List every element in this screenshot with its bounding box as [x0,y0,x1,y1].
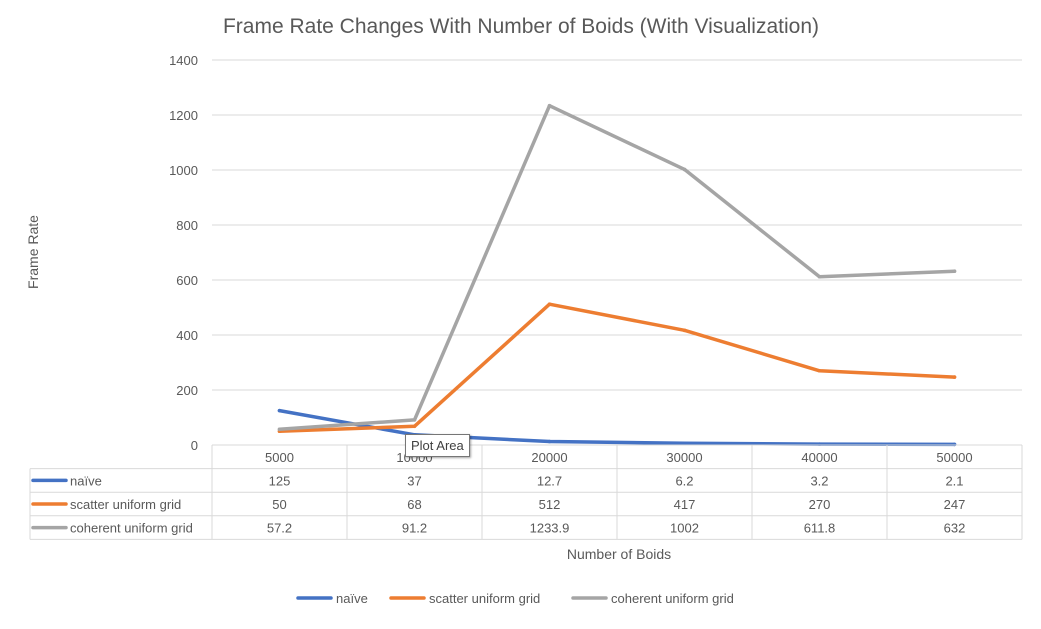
series-line-2 [277,103,957,432]
y-tick-label: 200 [176,383,198,398]
data-point [952,442,957,447]
y-tick-label: 1000 [169,163,198,178]
table-cell-value: 1002 [670,521,699,536]
table-series-name: scatter uniform grid [70,497,181,512]
table-cell-value: 125 [269,473,291,488]
table-cell-value: 417 [674,497,696,512]
x-tick-label: 50000 [936,450,972,465]
table-cell-value: 2.1 [945,473,963,488]
table-series-name: coherent uniform grid [70,521,193,536]
table-cell-value: 611.8 [804,521,836,536]
x-tick-label: 40000 [801,450,837,465]
data-point [682,167,687,172]
data-point [277,427,282,432]
data-point [547,103,552,108]
y-tick-label: 400 [176,328,198,343]
table-cell-value: 1233.9 [530,521,570,536]
table-series-name: naïve [70,473,102,488]
table-cell-value: 512 [539,497,561,512]
data-point [547,302,552,307]
legend: naïve scatter uniform grid coherent unifor… [296,591,734,606]
y-tick-labels: 0 200 400 600 800 1000 1200 1400 [169,53,198,453]
table-cell-value: 50 [272,497,286,512]
data-point [817,368,822,373]
x-axis-label: Number of Boids [567,546,671,562]
data-point [817,274,822,279]
y-axis-label: Frame Rate [25,215,41,289]
table-cell-value: 37 [407,473,421,488]
y-tick-label: 1200 [169,108,198,123]
x-tick-label: 5000 [265,450,294,465]
data-point [952,375,957,379]
data-point [412,424,417,429]
series-line-0 [277,408,957,447]
series-line-1 [277,302,957,434]
data-point [682,328,687,333]
data-point [277,408,282,413]
table-cell-value: 57.2 [267,521,292,536]
table-cell-value: 247 [944,497,966,512]
table-cell-value: 3.2 [810,473,828,488]
data-point [412,418,417,422]
table-cell-value: 12.7 [537,473,562,488]
table-cell-value: 91.2 [402,521,427,536]
x-tick-label: 20000 [531,450,567,465]
legend-item-label: coherent uniform grid [611,591,734,606]
y-tick-label: 800 [176,218,198,233]
data-point [952,269,957,274]
y-tick-label: 0 [191,438,198,453]
plot-area-tooltip: Plot Area [405,434,470,457]
table-cell-value: 68 [407,497,421,512]
table-cell-value: 632 [944,521,966,536]
x-tick-label: 30000 [666,450,702,465]
y-tick-label: 1400 [169,53,198,68]
table-cell-value: 6.2 [675,473,693,488]
legend-item-label: scatter uniform grid [429,591,540,606]
y-tick-label: 600 [176,273,198,288]
data-point [682,441,687,446]
gridlines [212,59,1022,446]
legend-item-label: naïve [336,591,368,606]
series-lines [277,103,957,447]
chart-title: Frame Rate Changes With Number of Boids … [223,15,819,38]
data-point [547,439,552,444]
table-cell-value: 270 [809,497,831,512]
